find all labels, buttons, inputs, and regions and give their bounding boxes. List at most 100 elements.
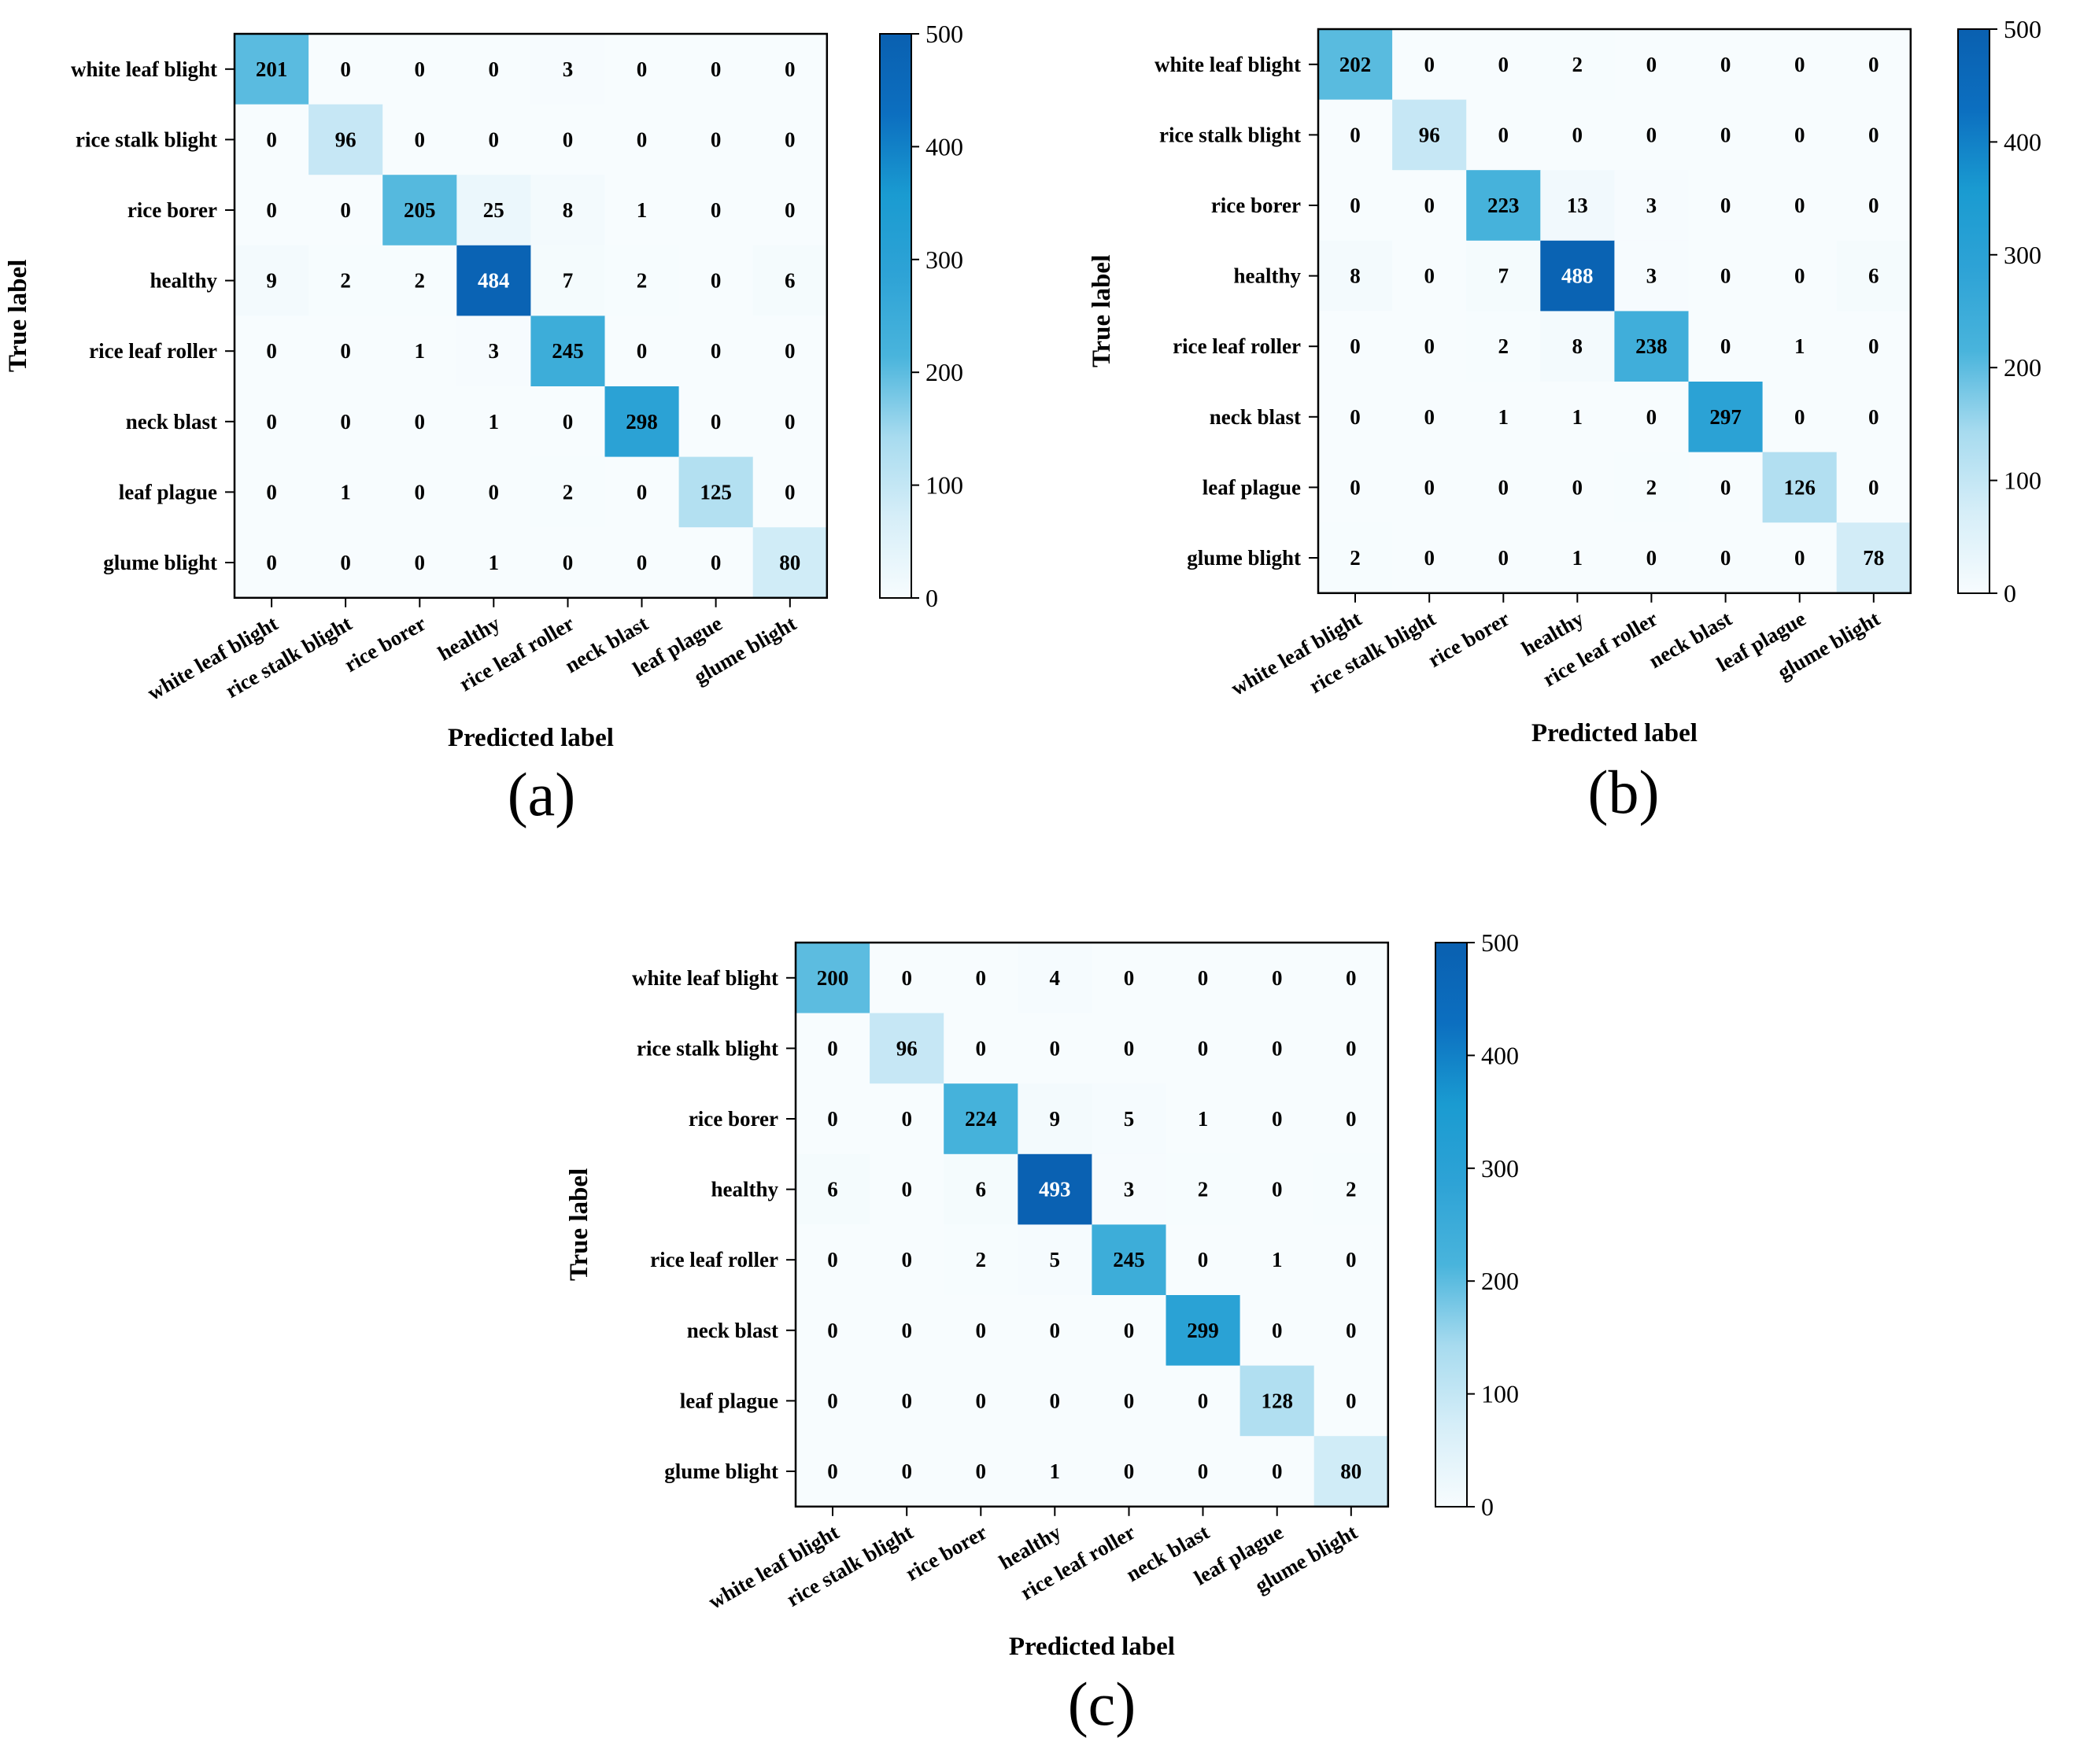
heatmap-cell bbox=[1688, 99, 1764, 171]
colorbar-tick-label: 0 bbox=[2004, 579, 2016, 607]
cell-value: 7 bbox=[563, 269, 574, 293]
cell-value: 0 bbox=[1794, 194, 1805, 217]
cell-value: 202 bbox=[1339, 53, 1372, 76]
cell-value: 0 bbox=[1794, 123, 1805, 146]
cell-value: 5 bbox=[1124, 1107, 1135, 1131]
heatmap-cell bbox=[530, 175, 606, 246]
colorbar-tick-label: 200 bbox=[1481, 1267, 1519, 1295]
heatmap-cell bbox=[456, 175, 531, 246]
panel-caption: (b) bbox=[1588, 758, 1660, 826]
cell-value: 2 bbox=[1498, 334, 1509, 358]
heatmap-cell bbox=[456, 527, 531, 599]
heatmap-cell bbox=[1614, 311, 1690, 382]
cell-value: 0 bbox=[266, 410, 277, 434]
cell-value: 0 bbox=[1794, 53, 1805, 76]
heatmap-cell bbox=[1166, 943, 1241, 1014]
heatmap-cell bbox=[796, 1295, 870, 1367]
cell-value: 0 bbox=[637, 551, 648, 574]
colorbar-tick-label: 200 bbox=[925, 358, 963, 386]
cell-value: 0 bbox=[1272, 1319, 1283, 1342]
cell-value: 2 bbox=[637, 269, 648, 293]
cell-value: 0 bbox=[901, 1248, 912, 1271]
heatmap-cell bbox=[1540, 29, 1615, 101]
colorbar-tick-label: 200 bbox=[2004, 353, 2041, 382]
heatmap-cell bbox=[1762, 311, 1838, 382]
cell-value: 0 bbox=[1346, 1107, 1357, 1131]
cell-value: 0 bbox=[1424, 53, 1435, 76]
heatmap-cell bbox=[1240, 1365, 1315, 1437]
heatmap-cell bbox=[870, 943, 944, 1014]
heatmap-cell bbox=[870, 1083, 944, 1155]
heatmap-cell bbox=[944, 943, 1018, 1014]
heatmap-cell bbox=[1688, 452, 1764, 523]
row-tick-label: white leaf blight bbox=[71, 57, 217, 81]
cell-value: 3 bbox=[1646, 194, 1657, 217]
heatmap-cell bbox=[752, 34, 828, 105]
cell-value: 0 bbox=[711, 410, 722, 434]
heatmap-cell bbox=[530, 386, 606, 458]
cell-value: 0 bbox=[637, 57, 648, 81]
heatmap-cell bbox=[1240, 1436, 1315, 1508]
heatmap-cell bbox=[382, 316, 457, 387]
cell-value: 0 bbox=[785, 57, 796, 81]
heatmap-cell bbox=[944, 1295, 1018, 1367]
heatmap-cell bbox=[604, 34, 680, 105]
cell-value: 0 bbox=[711, 198, 722, 222]
heatmap-cell bbox=[308, 175, 383, 246]
cell-value: 0 bbox=[1124, 1460, 1135, 1483]
heatmap-cell bbox=[235, 245, 309, 316]
heatmap-cell bbox=[456, 316, 531, 387]
heatmap-cell bbox=[1166, 1365, 1241, 1437]
cell-value: 0 bbox=[1646, 405, 1657, 429]
heatmap-cell bbox=[752, 104, 828, 175]
row-tick-label: glume blight bbox=[103, 551, 217, 574]
cell-value: 0 bbox=[976, 1389, 987, 1412]
cell-value: 0 bbox=[1198, 1036, 1209, 1060]
column-tick-label: rice stalk blight bbox=[221, 611, 356, 703]
heatmap-cell bbox=[530, 527, 606, 599]
row-tick-label: rice stalk blight bbox=[1159, 123, 1301, 146]
cell-value: 245 bbox=[1113, 1248, 1145, 1271]
heatmap-cell bbox=[1836, 99, 1912, 171]
heatmap-cell bbox=[235, 456, 309, 528]
cell-value: 0 bbox=[827, 1319, 838, 1342]
heatmap-cell bbox=[1614, 29, 1690, 101]
cell-value: 6 bbox=[1868, 264, 1879, 288]
row-tick-label: neck blast bbox=[687, 1319, 778, 1342]
x-axis-title: Predicted label bbox=[448, 724, 614, 752]
cell-value: 2 bbox=[1646, 475, 1657, 499]
cell-value: 0 bbox=[1346, 1036, 1357, 1060]
heatmap-cell bbox=[1018, 943, 1092, 1014]
heatmap-cell bbox=[944, 1013, 1018, 1084]
heatmap-cell bbox=[308, 456, 383, 528]
heatmap-cell bbox=[1466, 240, 1541, 312]
heatmap-cell bbox=[1092, 1153, 1167, 1225]
cell-value: 0 bbox=[266, 551, 277, 574]
cell-value: 0 bbox=[1868, 334, 1879, 358]
cell-value: 0 bbox=[637, 127, 648, 151]
cell-value: 0 bbox=[1646, 546, 1657, 570]
cell-value: 0 bbox=[1868, 123, 1879, 146]
row-tick-label: neck blast bbox=[126, 410, 217, 434]
heatmap-cell bbox=[1018, 1083, 1092, 1155]
cell-value: 0 bbox=[827, 1389, 838, 1412]
cell-value: 0 bbox=[1720, 194, 1731, 217]
heatmap-cell bbox=[1392, 240, 1467, 312]
heatmap-cell bbox=[1762, 240, 1838, 312]
cell-value: 0 bbox=[266, 198, 277, 222]
heatmap-cell bbox=[1318, 522, 1393, 594]
heatmap-cell bbox=[604, 175, 680, 246]
cell-value: 13 bbox=[1567, 194, 1588, 217]
cell-value: 0 bbox=[1794, 546, 1805, 570]
colorbar-tick-label: 500 bbox=[1481, 928, 1519, 957]
heatmap-cell bbox=[1392, 170, 1467, 242]
cell-value: 0 bbox=[1350, 405, 1361, 429]
heatmap-cell bbox=[1466, 382, 1541, 453]
cell-value: 80 bbox=[779, 551, 800, 574]
heatmap-cell bbox=[870, 1436, 944, 1508]
row-tick-label: white leaf blight bbox=[632, 966, 778, 990]
heatmap-cell bbox=[1466, 311, 1541, 382]
cell-value: 0 bbox=[827, 1107, 838, 1131]
heatmap-cell bbox=[678, 175, 754, 246]
heatmap-cell bbox=[678, 104, 754, 175]
